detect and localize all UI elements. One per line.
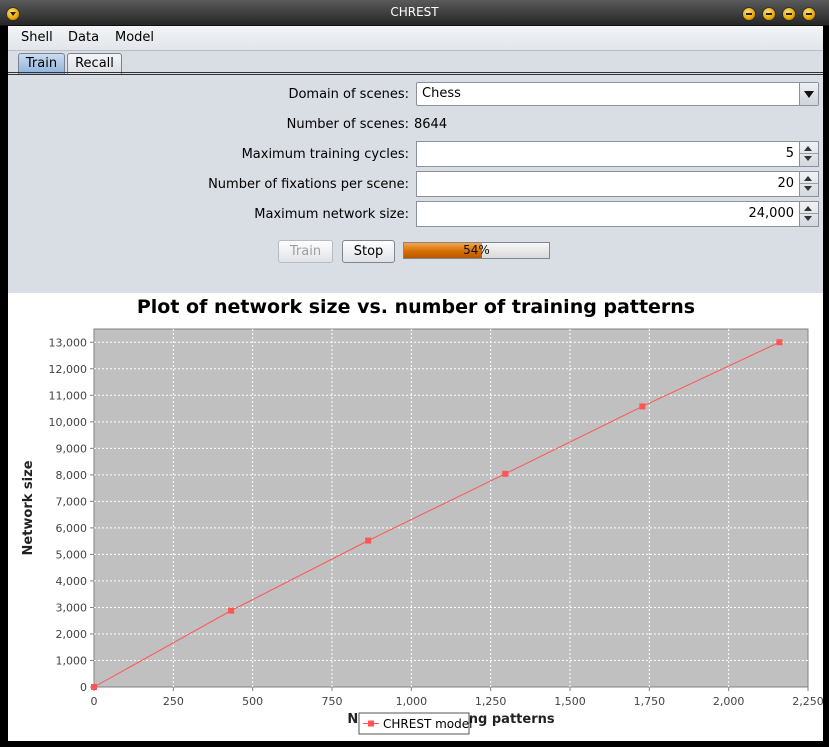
fixations-label: Number of fixations per scene:	[208, 177, 409, 192]
tab-recall[interactable]: Recall	[67, 53, 122, 74]
x-tick-label: 1,000	[396, 695, 428, 708]
maximize-window-icon[interactable]	[782, 7, 796, 21]
spin-down-icon[interactable]	[804, 186, 812, 191]
y-tick-label: 6,000	[56, 522, 88, 535]
y-tick-label: 0	[80, 681, 87, 694]
y-tick-label: 8,000	[56, 469, 88, 482]
cycles-label: Maximum training cycles:	[241, 147, 409, 162]
close-window-icon[interactable]	[802, 7, 816, 21]
x-tick-label: 1,750	[634, 695, 666, 708]
y-tick-label: 12,000	[49, 363, 88, 376]
minimize-window-icon[interactable]	[762, 7, 776, 21]
progress-label: 54%	[463, 243, 490, 257]
data-point	[228, 607, 235, 614]
train-button[interactable]: Train	[278, 240, 333, 263]
network-size-chart: Plot of network size vs. number of train…	[21, 296, 823, 735]
spin-down-icon[interactable]	[804, 216, 812, 221]
domain-label: Domain of scenes:	[288, 87, 409, 102]
netsize-label: Maximum network size:	[254, 207, 409, 222]
legend-label: CHREST model	[383, 717, 472, 731]
data-point	[365, 537, 372, 544]
data-point	[502, 470, 509, 477]
title-bar: CHREST	[0, 0, 829, 26]
tab-bar: Train Recall	[8, 52, 823, 76]
data-point	[776, 339, 783, 346]
spin-up-icon[interactable]	[804, 176, 812, 181]
progress-fill	[404, 243, 483, 258]
y-tick-label: 1,000	[56, 654, 88, 667]
legend-marker	[368, 720, 374, 727]
window-menu-icon[interactable]	[6, 7, 20, 21]
legend-box	[358, 712, 470, 735]
y-tick-label: 13,000	[49, 336, 88, 349]
cycles-spin-buttons[interactable]	[799, 142, 818, 166]
menu-bar: Shell Data Model	[8, 26, 823, 51]
y-tick-label: 5,000	[56, 548, 88, 561]
spin-divider	[800, 153, 818, 154]
data-point	[91, 684, 97, 690]
x-tick-label: 250	[163, 695, 184, 708]
y-tick-label: 7,000	[56, 495, 88, 508]
chart-title: Plot of network size vs. number of train…	[137, 296, 695, 318]
scenes-label: Number of scenes:	[286, 117, 409, 132]
netsize-value[interactable]: 24,000	[748, 206, 795, 221]
x-tick-label: 0	[91, 695, 98, 708]
scenes-value: 8644	[414, 117, 448, 132]
menu-data[interactable]: Data	[68, 30, 100, 45]
tab-train[interactable]: Train	[18, 53, 65, 74]
dropdown-arrow-icon[interactable]	[799, 83, 818, 105]
cycles-spinner[interactable]: 5	[416, 141, 819, 167]
training-progress-bar: 54%	[403, 242, 550, 259]
x-tick-label: 500	[242, 695, 263, 708]
netsize-spin-buttons[interactable]	[799, 202, 818, 226]
domain-select-value: Chess	[422, 86, 461, 101]
spin-divider	[800, 213, 818, 214]
y-tick-label: 9,000	[56, 442, 88, 455]
y-tick-label: 11,000	[49, 389, 88, 402]
x-tick-label: 2,250	[792, 695, 823, 708]
spin-up-icon[interactable]	[804, 146, 812, 151]
x-tick-label: 750	[322, 695, 343, 708]
fixations-spin-buttons[interactable]	[799, 172, 818, 196]
tab-divider	[8, 72, 823, 75]
y-tick-label: 2,000	[56, 628, 88, 641]
x-tick-label: 2,000	[713, 695, 745, 708]
y-tick-label: 4,000	[56, 575, 88, 588]
plot-area	[93, 328, 809, 688]
y-tick-label: 10,000	[49, 416, 88, 429]
domain-select[interactable]: Chess	[416, 82, 819, 106]
spin-up-icon[interactable]	[804, 206, 812, 211]
x-tick-label: 1,500	[554, 695, 586, 708]
spin-divider	[800, 183, 818, 184]
y-tick-label: 3,000	[56, 601, 88, 614]
fixations-value[interactable]: 20	[777, 176, 794, 191]
shade-window-icon[interactable]	[742, 7, 756, 21]
stop-button[interactable]: Stop	[342, 240, 395, 263]
x-tick-label: 1,250	[475, 695, 507, 708]
netsize-spinner[interactable]: 24,000	[416, 201, 819, 227]
chart-panel: Plot of network size vs. number of train…	[8, 293, 823, 741]
window-title: CHREST	[390, 5, 439, 19]
menu-model[interactable]: Model	[115, 30, 155, 45]
y-axis-label: Network size	[21, 460, 36, 555]
cycles-value[interactable]: 5	[785, 146, 794, 161]
data-point	[639, 403, 646, 410]
spin-down-icon[interactable]	[804, 156, 812, 161]
fixations-spinner[interactable]: 20	[416, 171, 819, 197]
series-line-chrest-model	[93, 341, 780, 688]
menu-shell[interactable]: Shell	[21, 30, 53, 45]
main-content: Shell Data Model Train Recall Domain of …	[8, 26, 823, 741]
